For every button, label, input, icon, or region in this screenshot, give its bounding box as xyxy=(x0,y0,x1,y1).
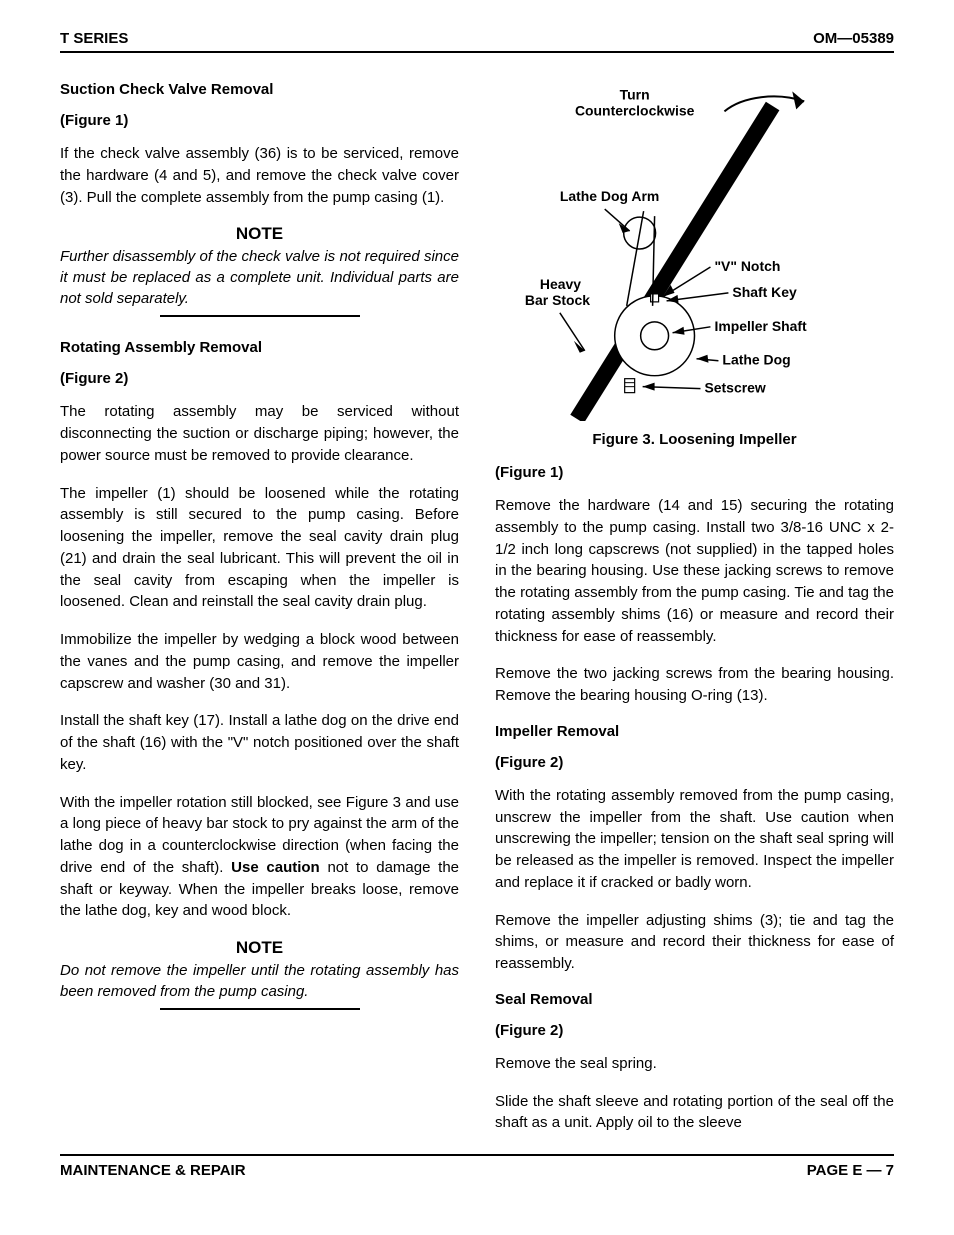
label-lathe-dog-arm: Lathe Dog Arm xyxy=(560,188,659,204)
figure-ref-2b: (Figure 2) xyxy=(495,1022,894,1039)
figure-ref-2: (Figure 2) xyxy=(60,370,459,387)
label-shaft-key: Shaft Key xyxy=(732,284,797,300)
page-footer: MAINTENANCE & REPAIR PAGE E — 7 xyxy=(60,1154,894,1179)
label-impeller-shaft: Impeller Shaft xyxy=(714,318,807,334)
figure-ref-2: (Figure 2) xyxy=(495,754,894,771)
diagram-svg: Turn Counterclockwise Lathe Dog Arm Heav… xyxy=(495,81,894,421)
heading-rotating-assembly: Rotating Assembly Removal xyxy=(60,339,459,356)
setscrew-rect xyxy=(625,379,635,393)
figure-3-diagram: Turn Counterclockwise Lathe Dog Arm Heav… xyxy=(495,81,894,421)
label-setscrew: Setscrew xyxy=(704,380,765,396)
note-body: Do not remove the impeller until the rot… xyxy=(60,960,459,1002)
paragraph: Immobilize the impeller by wedging a blo… xyxy=(60,629,459,694)
leader-arrow xyxy=(643,383,655,391)
paragraph: With the impeller rotation still blocked… xyxy=(60,792,459,923)
leader-arrow xyxy=(696,355,708,363)
footer-left: MAINTENANCE & REPAIR xyxy=(60,1162,246,1179)
shaft-inner-circle xyxy=(641,322,669,350)
leader-line xyxy=(560,313,585,351)
figure-3-caption: Figure 3. Loosening Impeller xyxy=(495,431,894,448)
label-bar-stock: Bar Stock xyxy=(525,292,590,308)
figure-ref-1: (Figure 1) xyxy=(60,112,459,129)
note-body: Further disassembly of the check valve i… xyxy=(60,246,459,309)
heading-suction-check-valve: Suction Check Valve Removal xyxy=(60,81,459,98)
paragraph: With the rotating assembly removed from … xyxy=(495,785,894,894)
paragraph: Install the shaft key (17). Install a la… xyxy=(60,710,459,775)
note-rule xyxy=(160,315,360,317)
paragraph: Remove the two jacking screws from the b… xyxy=(495,663,894,707)
paragraph: Remove the impeller adjusting shims (3);… xyxy=(495,910,894,975)
paragraph: Remove the seal spring. xyxy=(495,1053,894,1075)
paragraph: Remove the hardware (14 and 15) securing… xyxy=(495,495,894,647)
label-v-notch: "V" Notch xyxy=(714,258,780,274)
paragraph: The impeller (1) should be loosened whil… xyxy=(60,483,459,614)
figure-ref-1: (Figure 1) xyxy=(495,464,894,481)
label-ccw: Counterclockwise xyxy=(575,102,695,118)
ccw-arrow-head xyxy=(792,91,804,109)
header-left: T SERIES xyxy=(60,30,128,47)
label-heavy: Heavy xyxy=(540,276,581,292)
note-title: NOTE xyxy=(60,224,459,244)
shaft-key-rect xyxy=(651,294,659,302)
paragraph: The rotating assembly may be serviced wi… xyxy=(60,401,459,466)
footer-right: PAGE E — 7 xyxy=(807,1162,894,1179)
leader-line xyxy=(605,209,630,231)
header-right: OM—05389 xyxy=(813,30,894,47)
label-lathe-dog: Lathe Dog xyxy=(722,352,790,368)
note-title: NOTE xyxy=(60,938,459,958)
heading-seal-removal: Seal Removal xyxy=(495,991,894,1008)
heading-impeller-removal: Impeller Removal xyxy=(495,723,894,740)
right-column: Turn Counterclockwise Lathe Dog Arm Heav… xyxy=(495,81,894,1134)
label-turn: Turn xyxy=(620,86,650,102)
page: T SERIES OM—05389 Suction Check Valve Re… xyxy=(0,0,954,1209)
paragraph: Slide the shaft sleeve and rotating port… xyxy=(495,1091,894,1135)
emphasis-use-caution: Use caution xyxy=(231,859,320,876)
two-column-layout: Suction Check Valve Removal (Figure 1) I… xyxy=(60,81,894,1134)
paragraph: If the check valve assembly (36) is to b… xyxy=(60,143,459,208)
note-rule xyxy=(160,1008,360,1010)
left-column: Suction Check Valve Removal (Figure 1) I… xyxy=(60,81,459,1134)
page-header: T SERIES OM—05389 xyxy=(60,30,894,53)
